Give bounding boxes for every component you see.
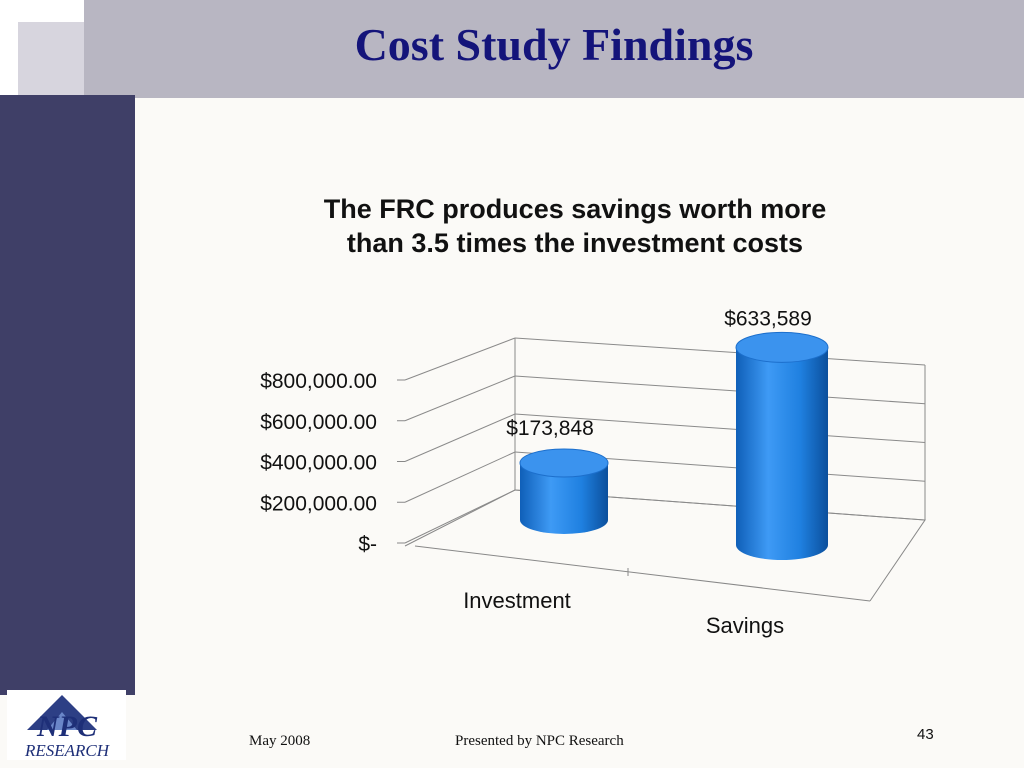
- x-tick-label: Investment: [463, 588, 571, 613]
- y-tick-label: $400,000.00: [260, 452, 377, 475]
- gridline-back: [514, 375, 926, 405]
- chart-title-line-2: than 3.5 times the investment costs: [346, 228, 804, 258]
- chart-floor: [404, 489, 926, 602]
- logo-research-text: RESEARCH: [24, 741, 111, 760]
- gridline-side: [404, 489, 516, 544]
- bar-top-savings: [735, 331, 829, 363]
- data-label: $633,589: [724, 307, 812, 330]
- bar-investment: [520, 462, 608, 534]
- bar-savings: [736, 347, 828, 560]
- page-number: 43: [917, 726, 934, 743]
- chart-title-line-1: The FRC produces savings worth more: [323, 194, 827, 224]
- x-tick-label: Savings: [706, 613, 784, 638]
- npc-research-logo: NPC RESEARCH: [7, 690, 126, 760]
- y-tick-label: $-: [358, 533, 377, 556]
- logo-mountain-inner: [47, 712, 77, 730]
- y-tick-label: $200,000.00: [260, 492, 377, 515]
- slide-title: Cost Study Findings: [354, 19, 754, 70]
- gridline-side: [404, 413, 516, 462]
- header-band: [84, 0, 1024, 98]
- gridline-side: [404, 375, 516, 422]
- footer-date: May 2008: [249, 733, 311, 749]
- left-sidebar-band: [0, 95, 135, 695]
- gridline-back: [514, 413, 926, 443]
- logo-graphic: NPC RESEARCH: [24, 695, 111, 760]
- gridline-side: [404, 337, 516, 381]
- footer-presenter: Presented by NPC Research: [455, 733, 624, 749]
- x-axis-line: [414, 545, 871, 602]
- logo-npc-text: NPC: [36, 710, 98, 743]
- y-tick-label: $600,000.00: [260, 411, 377, 434]
- gridline-back: [514, 337, 926, 366]
- data-label: $173,848: [506, 417, 594, 440]
- gridline-side: [404, 451, 516, 503]
- chart-title: The FRC produces savings worth more than…: [230, 192, 920, 260]
- bar-top-investment: [519, 448, 609, 478]
- y-tick-label: $800,000.00: [260, 370, 377, 393]
